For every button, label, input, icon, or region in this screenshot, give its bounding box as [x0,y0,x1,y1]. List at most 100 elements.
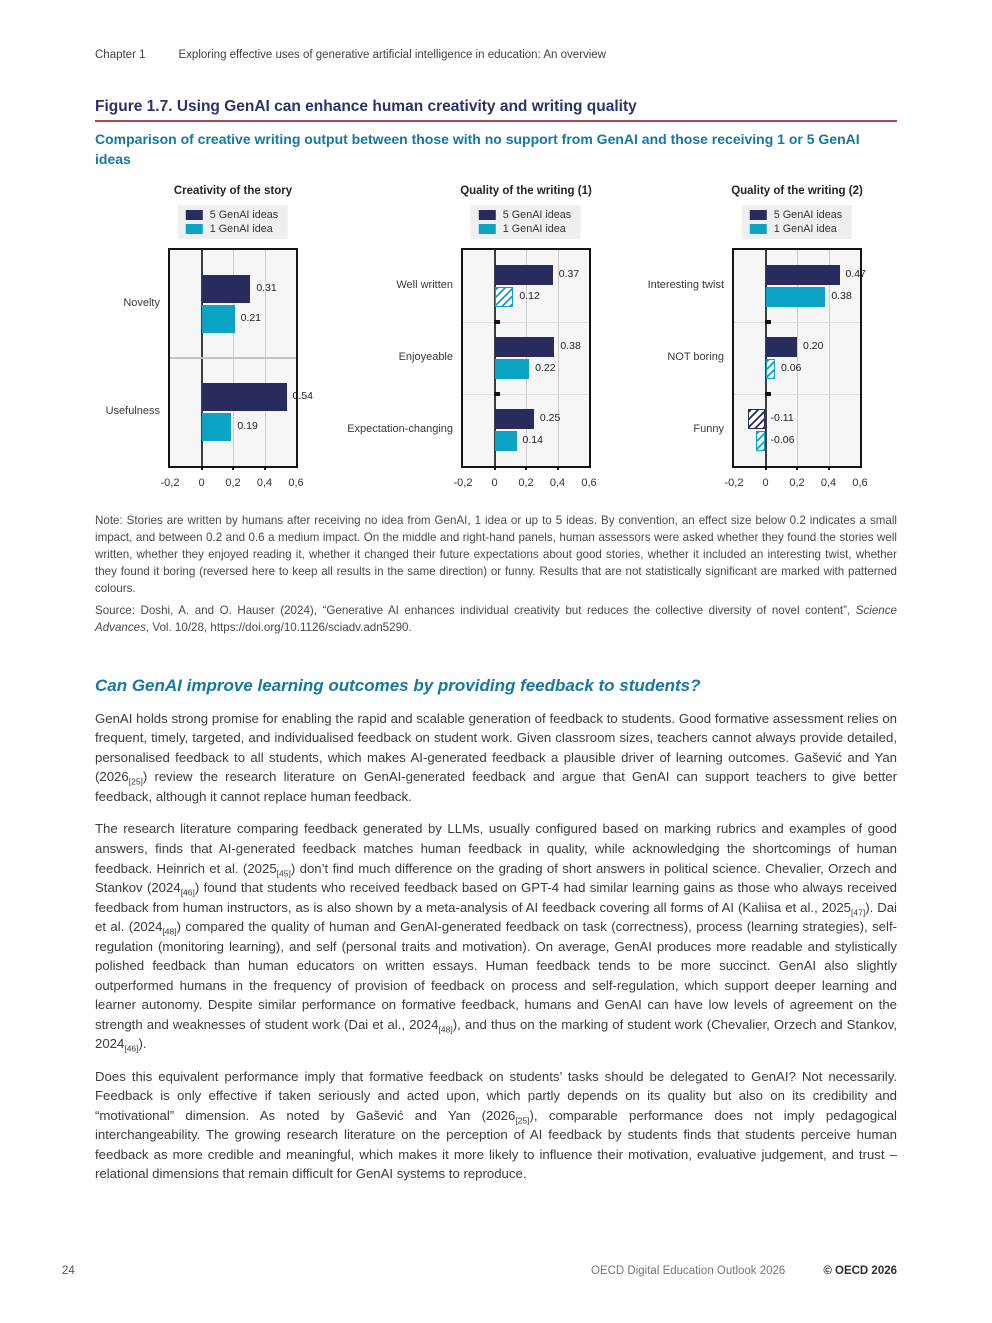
chart-title: Creativity of the story [173,184,293,197]
bar [201,412,232,441]
x-tick-label: 0,2 [225,476,241,489]
axis-tick [827,465,830,470]
bar-value-label: 0.38 [560,340,581,353]
legend-item: 1 GenAI idea [749,222,842,236]
legend-item: 5 GenAI ideas [478,208,572,222]
category-label: Funny [693,422,724,435]
figure-title-rule [95,120,897,123]
bar [494,336,555,357]
chart-legend: 5 GenAI ideas 1 GenAI idea [470,204,582,239]
legend-swatch [749,209,767,220]
reference-marker: [47] [851,907,866,918]
chapter-title: Exploring effective uses of generative a… [178,49,606,61]
gridline [557,249,559,466]
chapter-label: Chapter 1 [95,49,146,61]
bar-value-label: 0.14 [522,434,543,447]
category-label: Novelty [123,296,160,309]
bar-value-label: 0.21 [240,312,261,325]
gridline [828,249,830,466]
figure-note: Note: Stories are written by humans afte… [95,513,897,595]
bar [494,358,530,379]
legend-swatch [185,223,203,234]
chart-legend: 5 GenAI ideas 1 GenAI idea [177,204,289,239]
chart-plot: 0.31 0.21 0.54 0.19 [168,247,313,470]
chart-plot: 0.37 0.12 0.38 0.22 0.25 0.14 [461,247,591,470]
category-label: Well written [396,278,453,291]
reference-marker: [45] [276,868,291,879]
x-tick-label: 0,4 [549,476,566,489]
legend-swatch [185,209,203,220]
reference-marker: [46] [124,1043,139,1054]
figure-subtitle: Comparison of creative writing output be… [95,131,860,167]
bar [494,408,534,429]
category-separator [170,356,296,359]
axis-tick [525,465,527,470]
reference-marker: [46] [180,887,195,898]
category-separator [734,321,860,323]
bar [494,264,553,285]
bar-value-label: 0.25 [539,412,561,425]
figure-title: Figure 1.7. Using GenAI can enhance huma… [95,98,637,115]
legend-label: 1 GenAI idea [209,222,273,235]
zero-axis-line [764,249,767,466]
paragraph-2: The research literature comparing feedba… [95,821,898,1054]
x-tick-label: 0 [198,476,205,489]
axis-tick [493,391,500,396]
legend-item: 1 GenAI idea [478,222,571,236]
axis-tick [556,465,559,470]
legend-label: 1 GenAI idea [773,222,837,235]
x-tick-label: 0,4 [820,476,837,489]
bar-value-label: 0.12 [519,290,540,303]
axis-tick [493,465,496,470]
x-tick-label: 0,6 [852,476,868,489]
bar [765,286,826,307]
bar-value-label: -0.06 [770,434,795,447]
bar [765,336,797,357]
axis-tick [764,319,771,324]
chart-legend: 5 GenAI ideas 1 GenAI idea [741,204,853,239]
category-separator [734,393,860,395]
axis-tick [493,319,500,324]
reference-marker: [25] [128,777,143,788]
journal-name: Science Advances [95,603,897,634]
legend-label: 5 GenAI ideas [502,208,572,221]
chart-title: Quality of the writing (1) [460,184,592,197]
legend-label: 5 GenAI ideas [773,208,843,221]
bar-value-label: -0.11 [770,412,794,425]
bar-value-label: 0.19 [237,420,258,433]
x-tick-label: 0 [762,476,769,489]
category-label: Usefulness [105,404,160,417]
legend-item: 5 GenAI ideas [185,208,279,222]
category-label: Enjoyeable [398,350,453,363]
figure-source: Source: Doshi, A. and O. Hauser (2024), … [95,603,897,634]
chart-title: Quality of the writing (2) [731,184,863,197]
legend-swatch [749,223,767,234]
x-tick-label: 0,4 [256,476,273,489]
zero-axis-line [493,249,496,466]
x-tick-label: -0,2 [724,476,744,489]
bar [765,264,840,285]
legend-label: 5 GenAI ideas [209,208,279,221]
axis-tick [764,465,767,470]
page-number: 24 [62,1265,75,1277]
bar-value-label: 0.38 [831,290,852,303]
section-heading: Can GenAI improve learning outcomes by p… [95,675,701,695]
page-footer: 24 OECD Digital Education Outlook 2026 ©… [62,1265,897,1277]
axis-tick [764,391,771,396]
bar-value-label: 0.22 [535,362,556,375]
axis-tick [200,465,203,470]
bar-value-label: 0.31 [256,282,277,295]
gridline [526,249,527,466]
bar-value-label: 0.20 [803,340,824,353]
reference-marker: [48] [162,926,177,937]
footer-book-title: OECD Digital Education Outlook 2026 [591,1265,786,1277]
gridline [797,249,798,466]
category-separator [463,321,589,323]
bar [494,430,517,451]
running-header: Chapter 1 Exploring effective uses of gen… [95,49,897,61]
x-tick-label: 0,2 [789,476,805,489]
category-label: Expectation-changing [347,422,453,435]
bar [201,304,235,333]
bar-value-label: 0.37 [558,268,580,281]
